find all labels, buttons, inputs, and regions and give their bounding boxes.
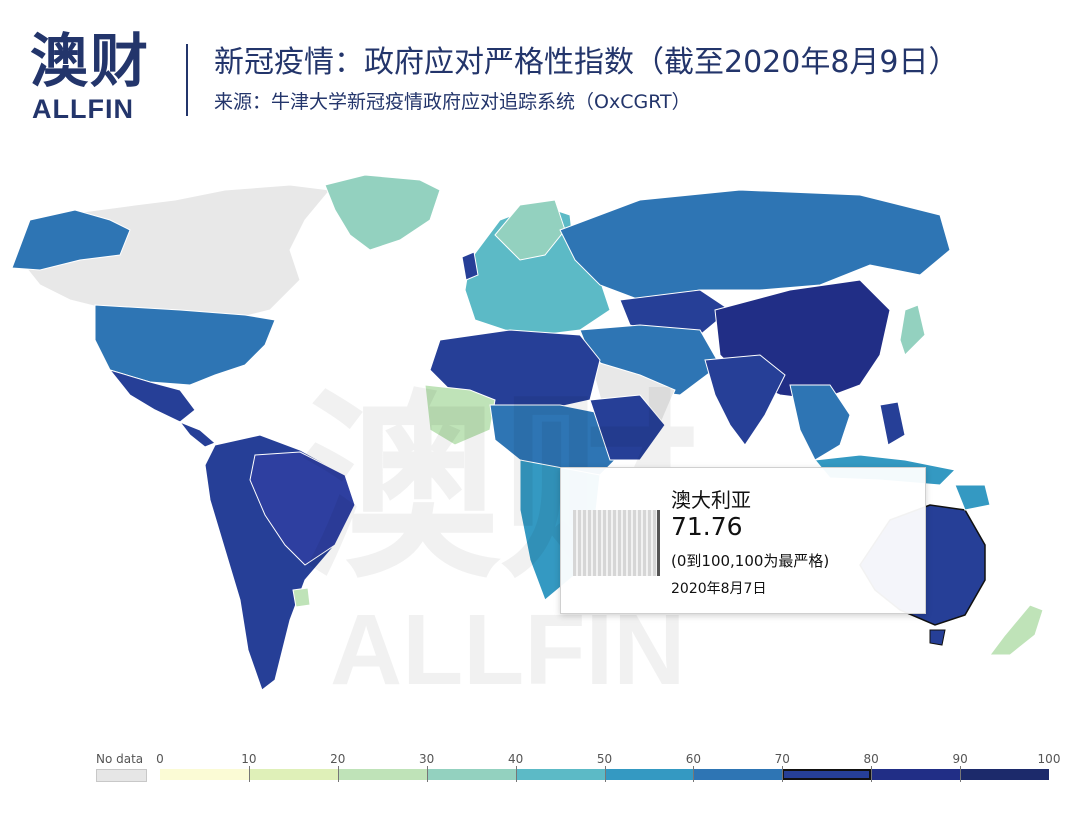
legend-tick-label: 20: [330, 752, 346, 766]
tooltip-value: 71.76: [671, 512, 743, 541]
page-title: 新冠疫情：政府应对严格性指数（截至2020年8月9日）: [214, 45, 959, 80]
page-subtitle: 来源：牛津大学新冠疫情政府应对追踪系统（OxCGRT）: [214, 91, 691, 113]
legend-divider: [871, 766, 873, 782]
legend-swatch-8[interactable]: [871, 769, 961, 780]
legend-tick-label: 100: [1037, 752, 1061, 766]
legend-swatch-2[interactable]: [337, 769, 427, 780]
legend-divider: [337, 766, 339, 782]
tooltip-sparkline: [573, 510, 659, 576]
map-region-southeast-asia[interactable]: [789, 384, 851, 461]
map-region-brazil[interactable]: [249, 451, 356, 566]
map-region-uruguay[interactable]: [292, 587, 311, 608]
map-region-greenland[interactable]: [324, 174, 441, 251]
world-map-svg: [11, 174, 1044, 691]
legend-color-bar: [160, 769, 1050, 780]
map-region-russia[interactable]: [559, 189, 951, 301]
legend-swatch-7[interactable]: [782, 769, 872, 780]
legend-tick-label: 70: [774, 752, 790, 766]
tooltip-country-name: 澳大利亚: [671, 488, 751, 512]
map-region-new-zealand[interactable]: [989, 604, 1044, 656]
legend-divider: [960, 766, 962, 782]
legend-nodata-swatch[interactable]: [96, 769, 147, 782]
map-region-mexico[interactable]: [108, 369, 196, 423]
legend-swatch-6[interactable]: [693, 769, 783, 780]
legend-swatch-9[interactable]: [960, 769, 1050, 780]
legend-tick-label: 10: [241, 752, 257, 766]
legend-swatch-5[interactable]: [604, 769, 694, 780]
legend-nodata-label: No data: [96, 752, 144, 766]
map-region-usa[interactable]: [94, 304, 276, 386]
brand-logo-en: ALLFIN: [32, 94, 134, 124]
map-region-east-africa[interactable]: [589, 394, 666, 461]
legend-divider: [515, 766, 517, 782]
legend-divider: [693, 766, 695, 782]
legend-swatch-4[interactable]: [515, 769, 605, 780]
map-region-india[interactable]: [704, 354, 786, 446]
legend-tick-label: 90: [952, 752, 968, 766]
legend-tick-label: 60: [685, 752, 702, 766]
legend-divider: [604, 766, 606, 782]
tooltip-date: 2020年8月7日: [671, 581, 767, 597]
legend-tick-label: 80: [863, 752, 879, 766]
legend-tick-label: 40: [507, 752, 524, 766]
map-region-north-africa[interactable]: [429, 329, 601, 411]
world-map[interactable]: 澳财 ALLFIN: [0, 160, 1067, 720]
header-divider: [186, 44, 188, 116]
map-region-west-africa[interactable]: [424, 384, 496, 446]
legend-tick-label: 30: [419, 752, 435, 766]
map-region-tasmania[interactable]: [929, 629, 946, 646]
legend-swatch-0[interactable]: [160, 769, 249, 780]
map-region-philippines[interactable]: [879, 401, 906, 446]
legend-tick-label: 50: [596, 752, 613, 766]
watermark-en: ALLFIN: [330, 594, 686, 706]
map-region-papua-new-guinea[interactable]: [954, 484, 991, 511]
legend-tick-label: 0: [156, 752, 164, 766]
legend-swatch-3[interactable]: [426, 769, 516, 780]
map-region-alaska[interactable]: [11, 209, 131, 271]
map-region-japan[interactable]: [899, 304, 926, 356]
tooltip-sparkline-marker: [657, 510, 660, 576]
legend-divider: [248, 766, 250, 782]
country-tooltip: 澳大利亚 71.76 (0到100,100为最严格) 2020年8月7日: [560, 467, 926, 614]
brand-logo-cn: 澳财: [30, 27, 151, 95]
tooltip-scale-note: (0到100,100为最严格): [671, 552, 830, 570]
legend-swatch-1[interactable]: [248, 769, 338, 780]
map-region-uk[interactable]: [461, 251, 479, 281]
legend-divider: [426, 766, 428, 782]
legend-divider: [782, 766, 784, 782]
map-region-central-america[interactable]: [178, 420, 216, 448]
